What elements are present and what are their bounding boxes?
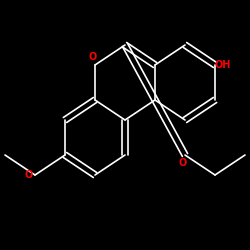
Text: O: O [25,170,33,180]
Text: OH: OH [214,60,231,70]
Text: O: O [178,158,186,168]
Text: O: O [88,52,96,62]
